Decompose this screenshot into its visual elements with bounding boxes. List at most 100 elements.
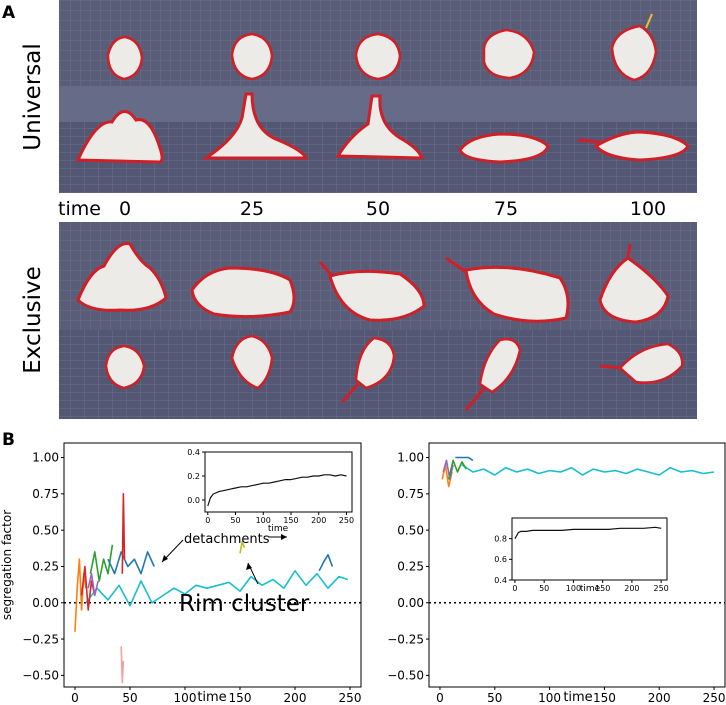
left-ytick-label-0: 1.00 xyxy=(32,451,59,465)
left-ytick-label-2: 0.50 xyxy=(32,523,59,537)
time-label: time xyxy=(58,198,101,220)
time-axis-row: time 0 25 50 75 100 xyxy=(58,198,666,220)
left-inset-ytick-label-1: 0.2 xyxy=(187,472,200,481)
cell-universal-side-t100 xyxy=(593,130,690,162)
time-tick-50: 50 xyxy=(366,198,390,220)
cell-universal-side-t0 xyxy=(75,110,164,164)
right-ytick-label-5: −0.25 xyxy=(387,632,424,646)
inset-right-xlabel: time xyxy=(580,584,601,594)
universal-top-cells xyxy=(106,13,658,82)
cell-exclusive-top-t0 xyxy=(76,241,168,312)
chart-left-ylabel: segregation factor xyxy=(0,510,14,620)
right-inset-xtick-label-0: 0 xyxy=(512,584,517,593)
left-inset-ytick-label-0: 0.0 xyxy=(187,496,200,505)
cell-exclusive-top-t75 xyxy=(464,265,570,323)
right-ytick-label-4: 0.00 xyxy=(397,596,424,610)
right-xtick-label-1: 50 xyxy=(487,691,502,705)
left-series-detachment-late-olive xyxy=(239,540,246,554)
left-xtick-label-0: 0 xyxy=(71,691,79,705)
right-inset-xtick-label-1: 50 xyxy=(539,584,549,593)
right-inset-xtick-label-2: 100 xyxy=(566,584,581,593)
left-inset-xtick-label-1: 50 xyxy=(230,516,240,525)
right-ytick-label-6: −0.50 xyxy=(387,669,424,683)
chart-left: segregation factor time 0 50 100 150 200 250 1… xyxy=(0,442,362,705)
time-tick-25: 25 xyxy=(240,198,264,220)
right-inset-ytick-label-1: 0.6 xyxy=(494,555,507,564)
left-inset-ytick-label-2: 0.4 xyxy=(187,448,200,457)
chart-right-xlabel: time xyxy=(563,690,592,705)
left-inset-series-average xyxy=(207,474,347,507)
cell-universal-top-t100 xyxy=(610,24,658,82)
left-xtick-label-5: 250 xyxy=(339,691,362,705)
exclusive-label: Exclusive xyxy=(20,266,46,374)
annotation-detachments-arrowhead-right xyxy=(281,534,287,540)
chart-right-inset: time 0 50 100 150 200 250 0.4 0.6 0.8 xyxy=(494,517,669,594)
chart-left-frame xyxy=(63,442,362,688)
cell-universal-top-t50 xyxy=(354,32,402,81)
cell-universal-top-t0 xyxy=(106,35,144,81)
left-xtick-label-3: 150 xyxy=(229,691,252,705)
right-series-rim-cluster xyxy=(461,464,715,476)
right-series-early-purple xyxy=(442,459,454,481)
right-inset-ytick-label-2: 0.8 xyxy=(494,534,507,543)
chart-left-inset: 0 50 100 150 200 250 0.0 0.2 0.4 xyxy=(187,448,354,525)
right-xtick-label-5: 250 xyxy=(703,691,726,705)
cell-exclusive-bottom-t75 xyxy=(478,337,522,394)
right-ytick-label-0: 1.00 xyxy=(397,451,424,465)
cell-exclusive-bottom-t0 xyxy=(104,344,146,390)
right-inset-series-average xyxy=(514,526,662,540)
left-ytick-label-3: 0.25 xyxy=(32,560,59,574)
left-ytick-label-1: 0.75 xyxy=(32,487,59,501)
annotation-detachments-arrowhead-left xyxy=(162,555,168,562)
right-xtick-label-0: 0 xyxy=(436,691,444,705)
left-ytick-label-4: 0.00 xyxy=(32,596,59,610)
left-xtick-label-4: 200 xyxy=(284,691,307,705)
cell-universal-top-t75 xyxy=(482,28,536,80)
chart-right: time 0 50 100 150 200 250 1.00 0.75 0.50 0.25 0.00… xyxy=(387,442,726,705)
cell-exclusive-top-t25 xyxy=(190,266,296,319)
right-xtick-label-3: 150 xyxy=(593,691,616,705)
time-tick-100: 100 xyxy=(630,198,666,220)
right-inset-xtick-label-4: 200 xyxy=(624,584,639,593)
left-xtick-label-2: 100 xyxy=(174,691,197,705)
universal-bottom-cells xyxy=(75,92,690,164)
left-series-detachment-blue xyxy=(107,551,155,575)
cell-exclusive-bottom-t50 xyxy=(354,336,396,390)
right-series-early-blue xyxy=(455,456,474,462)
left-series-rim-cluster xyxy=(85,569,349,607)
cell-exclusive-bottom-t25 xyxy=(230,334,274,390)
chart-right-frame xyxy=(428,442,726,688)
cell-universal-side-t50 xyxy=(335,94,425,160)
right-ytick-label-3: 0.25 xyxy=(397,560,424,574)
right-inset-xtick-label-5: 250 xyxy=(654,584,669,593)
right-inset-xtick-label-3: 150 xyxy=(595,584,610,593)
left-inset-xtick-label-4: 200 xyxy=(311,516,326,525)
annotation-detachments: detachments xyxy=(184,532,270,547)
inset-left-frame xyxy=(204,451,353,513)
cell-exclusive-top-t50 xyxy=(328,269,426,322)
inset-left-xlabel: time xyxy=(268,524,289,534)
cell-universal-side-t75 xyxy=(458,132,550,164)
cell-exclusive-bottom-t100 xyxy=(618,342,684,384)
left-series-detachment-spike-red xyxy=(121,492,126,574)
right-xtick-label-4: 200 xyxy=(648,691,671,705)
inset-right-frame xyxy=(511,517,668,581)
left-inset-xtick-label-2: 100 xyxy=(256,516,271,525)
right-inset-ytick-label-0: 0.4 xyxy=(494,576,507,585)
left-series-detachment-purple xyxy=(87,572,99,597)
time-tick-75: 75 xyxy=(494,198,518,220)
chart-left-xlabel: time xyxy=(197,690,226,705)
cell-exclusive-top-t100 xyxy=(598,256,670,324)
left-series-detachment-spike-pink xyxy=(120,646,125,684)
left-inset-xtick-label-0: 0 xyxy=(205,516,210,525)
annotation-rim-cluster-arrowhead xyxy=(246,563,252,570)
panel-a-label: A xyxy=(2,3,16,23)
left-inset-xtick-label-3: 150 xyxy=(283,516,298,525)
annotation-rim-cluster: Rim cluster xyxy=(179,591,310,617)
right-ytick-label-1: 0.75 xyxy=(397,487,424,501)
left-ytick-label-6: −0.50 xyxy=(22,669,59,683)
universal-label: Universal xyxy=(20,43,46,151)
cell-universal-side-t25 xyxy=(201,92,309,160)
right-ytick-label-2: 0.50 xyxy=(397,523,424,537)
